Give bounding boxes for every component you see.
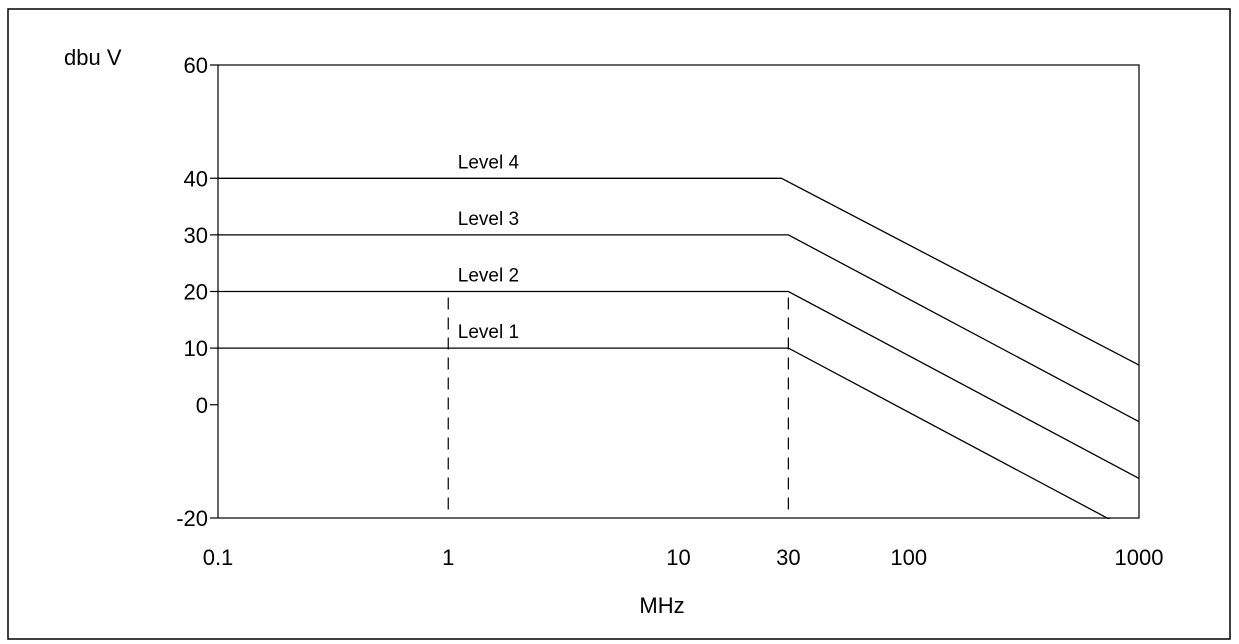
x-tick-label: 1000 bbox=[1115, 545, 1164, 570]
y-tick-label: 10 bbox=[184, 336, 208, 361]
y-tick-label: 30 bbox=[184, 223, 208, 248]
y-tick-label: 60 bbox=[184, 53, 208, 78]
series-line bbox=[218, 234, 1140, 423]
x-tick-label: 0.1 bbox=[203, 545, 234, 570]
series-label: Level 1 bbox=[458, 322, 519, 343]
y-axis-label: dbu V bbox=[64, 45, 122, 70]
series-label: Level 3 bbox=[458, 209, 519, 230]
x-tick-label: 1 bbox=[442, 545, 454, 570]
outer-frame bbox=[7, 8, 1231, 640]
x-axis-ticks: 0.1 1 10 30 100 1000 bbox=[203, 545, 1164, 570]
series-line bbox=[218, 347, 1111, 519]
x-tick-label: 10 bbox=[666, 545, 690, 570]
series-label: Level 4 bbox=[458, 152, 520, 173]
y-tick-label: 40 bbox=[184, 166, 208, 191]
series-line bbox=[218, 290, 1140, 479]
level-labels: Level 4 Level 3 Level 2 Level 1 bbox=[458, 152, 520, 343]
series-line bbox=[218, 177, 1140, 366]
y-axis-ticks: 60 40 30 20 10 0 -20 bbox=[176, 53, 218, 531]
level-series bbox=[218, 177, 1140, 519]
y-tick-label: 0 bbox=[196, 393, 208, 418]
y-tick-label: -20 bbox=[176, 506, 208, 531]
series-label: Level 2 bbox=[458, 266, 519, 287]
x-axis-label: MHz bbox=[639, 593, 684, 618]
y-tick-label: 20 bbox=[184, 280, 208, 305]
frequency-marker-lines bbox=[447, 297, 789, 518]
x-tick-label: 30 bbox=[776, 545, 800, 570]
x-tick-label: 100 bbox=[890, 545, 927, 570]
